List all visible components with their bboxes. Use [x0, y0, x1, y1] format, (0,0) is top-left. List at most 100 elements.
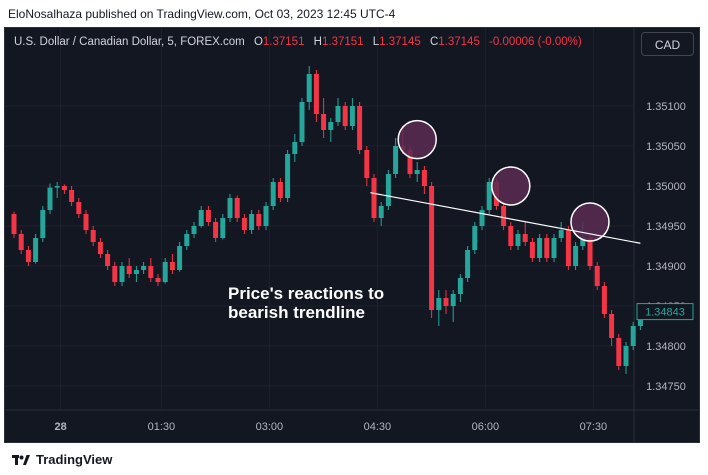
candle-body: [457, 278, 463, 294]
candle-body: [443, 298, 449, 306]
candle-body: [299, 102, 305, 142]
candle-body: [25, 250, 31, 262]
candle-body: [40, 210, 46, 238]
candle-body: [263, 206, 269, 226]
candle-body: [529, 242, 535, 258]
price-tick-label: 1.34900: [646, 261, 686, 273]
candle-body: [587, 238, 593, 266]
candle-body: [169, 262, 175, 270]
candle-body: [220, 218, 226, 238]
candle-body: [544, 238, 550, 258]
candle-body: [76, 202, 82, 214]
candle-body: [450, 294, 456, 306]
candle-body: [349, 106, 355, 126]
candle-body: [306, 74, 312, 102]
candle-body: [429, 186, 435, 310]
candle-body: [198, 210, 204, 226]
currency-button[interactable]: CAD: [641, 32, 694, 56]
candle-body: [18, 234, 24, 250]
candle-body: [54, 186, 60, 188]
candle-body: [184, 234, 190, 246]
candle-body: [421, 170, 427, 186]
close-value: 1.37145: [438, 36, 480, 48]
candle-body: [479, 210, 485, 226]
symbol-name: U.S. Dollar / Canadian Dollar, 5, FOREX.…: [14, 36, 245, 48]
footer-brand-label: TradingView: [36, 452, 113, 467]
candle-body: [558, 230, 564, 238]
candle-body: [565, 230, 571, 266]
candle-body: [609, 314, 615, 338]
candle-body: [241, 218, 247, 230]
last-price-box: [636, 303, 694, 321]
time-tick-label: 03:00: [256, 421, 284, 433]
candle-body: [486, 182, 492, 210]
candle-body: [328, 122, 334, 130]
time-tick-label: 07:30: [580, 421, 608, 433]
candle-body: [515, 234, 521, 246]
candle-body: [213, 222, 219, 238]
candle-body: [33, 238, 39, 262]
trendline-overlay: [370, 119, 641, 244]
time-axis: 28 01:30 03:00 04:30 06:00 07:30: [54, 421, 607, 433]
candle-body: [465, 250, 471, 278]
candle-body: [270, 182, 276, 206]
publisher-line: EloNosalhaza published on TradingView.co…: [8, 7, 396, 21]
candle-body: [371, 178, 377, 218]
candle-body: [630, 326, 636, 346]
candle-body: [385, 174, 391, 206]
candle-body: [90, 230, 96, 242]
candle-body: [364, 150, 370, 178]
candle-body: [61, 186, 67, 190]
footer-brand[interactable]: TradingView: [12, 452, 112, 467]
candle-body: [601, 286, 607, 314]
candle-body: [47, 187, 53, 210]
candle-body: [97, 242, 103, 254]
candle-body: [357, 106, 363, 150]
candle-body: [234, 198, 240, 218]
candle-body: [191, 226, 197, 234]
candle-body: [321, 114, 327, 130]
close-key: C: [429, 36, 439, 48]
price-tick-label: 1.35050: [646, 141, 686, 153]
candle-body: [105, 254, 111, 266]
open-key: O: [253, 36, 263, 48]
candle-body: [133, 270, 139, 274]
candle-body: [112, 266, 118, 282]
candle-body: [551, 238, 557, 258]
candle-body: [508, 226, 514, 246]
candle-body: [342, 106, 348, 126]
time-tick-label: 28: [54, 421, 66, 433]
price-tick-label: 1.34800: [646, 341, 686, 353]
trendline-touch-circle: [570, 202, 610, 242]
price-tick-label: 1.34950: [646, 221, 686, 233]
high-value: 1.37151: [321, 36, 364, 48]
bearish-trendline: [370, 192, 641, 244]
candle-body: [573, 246, 579, 266]
candle-body: [83, 214, 89, 230]
candle-body: [69, 190, 75, 202]
price-axis: 1.35100 1.35050 1.35000 1.34950 1.34900 1.348…: [636, 101, 694, 393]
candle-body: [119, 266, 125, 282]
candle-body: [256, 214, 262, 226]
high-key: H: [313, 36, 322, 48]
candle-body: [141, 266, 147, 270]
candle-body: [126, 266, 132, 274]
candle-body: [335, 106, 341, 122]
candle-body: [177, 246, 183, 270]
candle-body: [285, 154, 291, 198]
grid-lines: [5, 28, 699, 442]
annotation-line-1: Price's reactions to: [228, 284, 385, 303]
candle-body: [11, 214, 17, 234]
low-key: L: [372, 36, 380, 48]
open-value: 1.37151: [262, 36, 305, 48]
candle-body: [378, 206, 384, 218]
last-price-label: 1.34843: [645, 307, 685, 319]
symbol-legend: U.S. Dollar / Canadian Dollar, 5, FOREX.…: [14, 36, 582, 48]
time-tick-label: 04:30: [364, 421, 392, 433]
candle-body: [501, 206, 507, 226]
candle-body: [148, 266, 154, 278]
candle-body: [407, 150, 413, 174]
trendline-touch-circle: [397, 119, 437, 160]
price-tick-label: 1.35100: [646, 101, 686, 113]
